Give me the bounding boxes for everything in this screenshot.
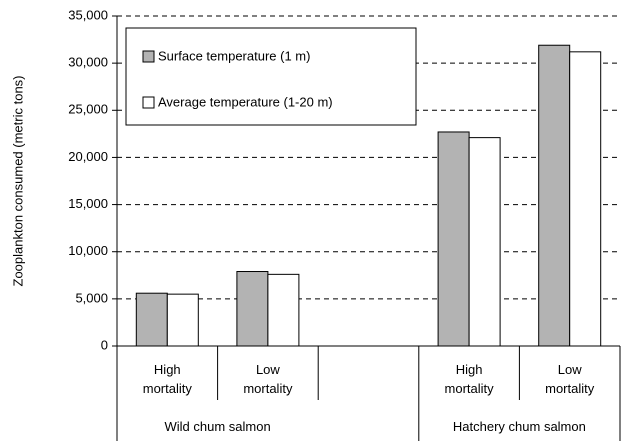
legend-label: Surface temperature (1 m) xyxy=(158,48,310,63)
bar xyxy=(267,273,300,347)
legend-swatch xyxy=(142,96,155,109)
x-tick-label: High mortality xyxy=(444,362,494,396)
x-tick-label: High mortality xyxy=(142,362,192,396)
y-tick-label: 20,000 xyxy=(68,149,108,164)
y-tick-label: 30,000 xyxy=(68,55,108,70)
y-tick-label: 25,000 xyxy=(68,102,108,117)
group-label: Wild chum salmon xyxy=(164,419,271,434)
x-tick-label: Low mortality xyxy=(545,362,595,396)
y-tick-label: 10,000 xyxy=(68,243,108,258)
bar xyxy=(236,271,269,347)
bar xyxy=(166,293,199,347)
y-tick-label: 5,000 xyxy=(75,290,108,305)
legend-box xyxy=(125,27,417,126)
bar xyxy=(569,51,602,347)
y-axis-label: Zooplankton consumed (metric tons) xyxy=(10,76,25,287)
bar xyxy=(468,137,501,347)
x-tick-label: Low mortality xyxy=(243,362,293,396)
group-label: Hatchery chum salmon xyxy=(452,419,586,434)
y-tick-label: 35,000 xyxy=(68,7,108,22)
legend-swatch xyxy=(142,50,155,63)
bar xyxy=(135,292,168,347)
bar xyxy=(538,44,571,347)
legend-label: Average temperature (1-20 m) xyxy=(158,94,333,109)
bar xyxy=(437,131,470,347)
y-tick-label: 15,000 xyxy=(68,196,108,211)
y-tick-label: 0 xyxy=(101,337,108,352)
